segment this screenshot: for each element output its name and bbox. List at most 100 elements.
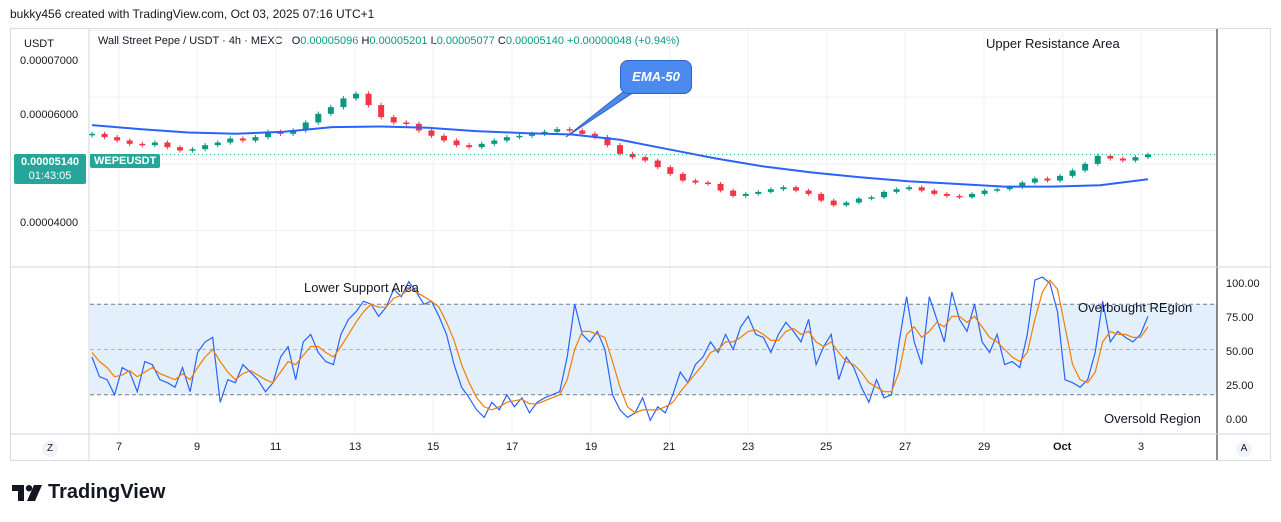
candle-body [164, 142, 171, 148]
legend-close-label: C [497, 35, 506, 47]
candle-body [151, 142, 158, 146]
legend-low-label: L [430, 35, 437, 47]
auto-scale-button[interactable]: A [1236, 441, 1252, 457]
stoch-tick-label: 25.00 [1226, 380, 1254, 392]
candle-body [692, 180, 699, 183]
legend-open: 0.00005096 [300, 35, 359, 47]
stoch-d-line [91, 279, 1149, 414]
x-tick-label: 11 [270, 441, 282, 453]
ema-callout-pointer [565, 87, 642, 138]
upper-resistance-label: Upper Resistance Area [986, 36, 1120, 51]
candle-body [755, 191, 762, 194]
x-tick-label: 13 [349, 441, 362, 453]
x-tick-label: 19 [585, 441, 598, 453]
legend-open-label: O [291, 35, 301, 47]
candle-body [353, 93, 359, 99]
ema-callout: EMA-50 [620, 60, 692, 94]
candle-body [252, 137, 259, 141]
candle-body [114, 137, 121, 141]
candle-body [730, 190, 737, 196]
last-price-tag: 0.00005140 01:43:05 [14, 154, 86, 184]
x-tick-label: 3 [1138, 441, 1145, 453]
candle-body [579, 130, 586, 134]
stoch-tick-label: 50.00 [1226, 346, 1254, 358]
candle-body [453, 140, 460, 146]
stoch-tick-label: 0.00 [1226, 414, 1248, 426]
candle-body [893, 189, 900, 192]
y-tick-label: 0.00004000 [20, 217, 79, 229]
currency-label[interactable]: USDT [24, 38, 54, 50]
chart-frame [10, 28, 1271, 461]
candle-body [529, 133, 535, 136]
candle-body [290, 130, 297, 134]
candle-body [943, 193, 950, 196]
candle-body [679, 173, 686, 181]
ema-50-line [91, 124, 1149, 188]
candle-body [101, 133, 108, 138]
candle-body [340, 98, 347, 108]
candle-body [717, 183, 724, 191]
candle-body [503, 137, 510, 141]
last-price: 0.00005140 [20, 156, 80, 168]
candle-body [126, 140, 133, 144]
candle-body [780, 187, 787, 190]
candle-body [1082, 163, 1089, 171]
candle-body [617, 145, 623, 154]
candle-body [89, 133, 95, 136]
candle-body [516, 135, 523, 138]
candle-body [906, 187, 913, 190]
candle-body [830, 200, 837, 206]
y-tick-label: 0.00006000 [20, 109, 79, 121]
candle-body [604, 137, 611, 146]
overbought-label: Overbought REgion [1078, 300, 1193, 315]
ohlc-legend: Wall Street Pepe / USDT · 4h · MEXC O0.0… [98, 35, 680, 47]
z-button[interactable]: Z [42, 441, 58, 457]
candle-body [202, 145, 209, 150]
candle-body [591, 133, 598, 138]
stoch-k-line [91, 276, 1149, 422]
x-tick-label: 15 [427, 441, 440, 453]
x-tick-label: 7 [116, 441, 123, 453]
candle-body [139, 143, 146, 146]
candle-body [994, 189, 1001, 191]
candle-body [1019, 182, 1026, 188]
candle-body [189, 149, 196, 151]
candle-body [1145, 154, 1151, 158]
x-tick-label: 27 [899, 441, 912, 453]
candle-body [177, 147, 183, 151]
candle-body [767, 189, 774, 192]
candle-body [566, 129, 573, 131]
candle-body [554, 129, 561, 132]
candle-body [491, 140, 498, 144]
candle-body [1006, 187, 1013, 190]
candle-body [629, 153, 636, 158]
candle-body [855, 198, 862, 203]
candle-body [302, 122, 309, 131]
stoch-tick-label: 75.00 [1226, 312, 1254, 324]
candle-body [214, 142, 221, 146]
legend-symbol[interactable]: Wall Street Pepe / USDT · 4h · MEXC [98, 35, 283, 47]
x-tick-label: Oct [1053, 441, 1072, 453]
candle-body [315, 113, 322, 123]
candle-body [239, 138, 246, 141]
oversold-label: Oversold Region [1104, 411, 1201, 426]
tradingview-wordmark: TradingView [48, 481, 166, 503]
candle-body [478, 143, 485, 148]
candle-body [1069, 170, 1076, 176]
candle-body [868, 197, 875, 199]
candle-body [327, 107, 334, 114]
ema-line-group [91, 87, 1149, 188]
candle-body [793, 187, 799, 191]
ticker-tag: WEPEUSDT [90, 154, 161, 168]
tradingview-logo[interactable]: TradingView [12, 481, 165, 504]
candle-body [1107, 155, 1114, 159]
candle-body [918, 187, 925, 191]
candle-body [403, 122, 410, 124]
candle-body [390, 117, 397, 123]
candle-body [227, 138, 234, 143]
x-tick-label: 17 [506, 441, 519, 453]
legend-low: 0.00005077 [436, 35, 495, 47]
stoch-tick-label: 100.00 [1226, 278, 1260, 290]
candle-body [881, 191, 887, 198]
